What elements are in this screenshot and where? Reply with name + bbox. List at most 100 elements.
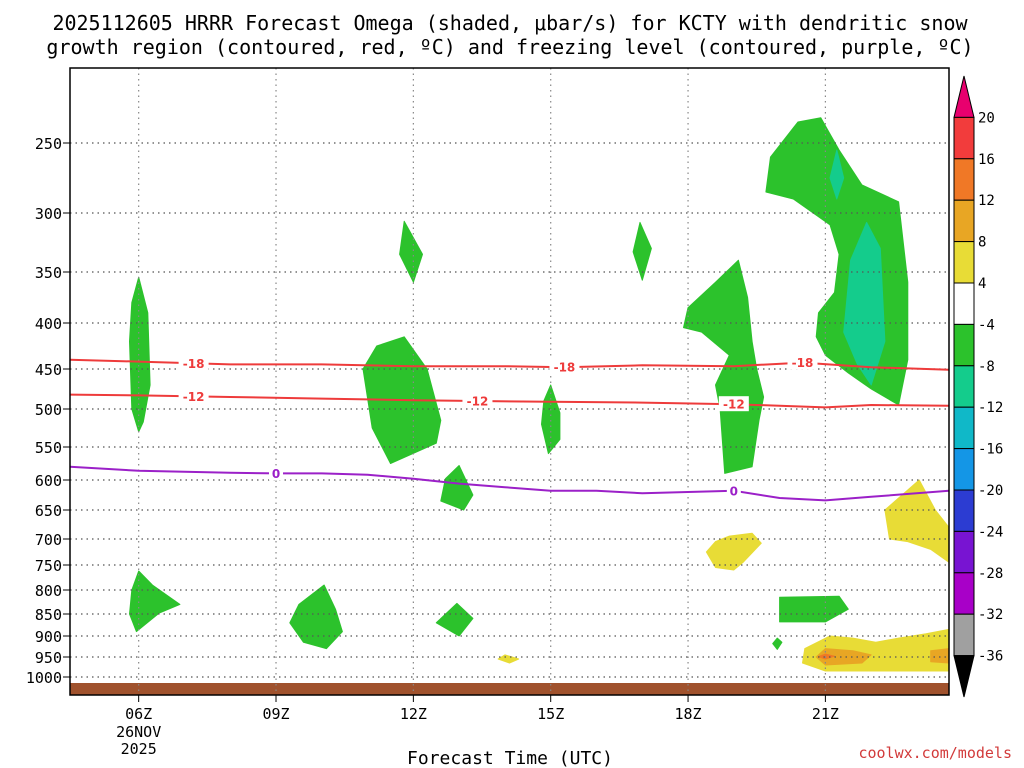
y-tick-label: 800: [35, 582, 62, 600]
contour-label: 0: [730, 484, 738, 498]
y-tick-label: 600: [35, 472, 62, 490]
y-tick-label: 750: [35, 557, 62, 575]
y-tick-label: 400: [35, 315, 62, 333]
x-tick-label: 15Z: [537, 705, 564, 723]
omega-region: [884, 479, 950, 563]
y-tick-label: 950: [35, 649, 62, 667]
contour-label-bg: [726, 482, 741, 498]
y-tick-label: 850: [35, 606, 62, 624]
terrain-layer: [70, 683, 949, 695]
omega-region: [829, 149, 845, 200]
omega-region: [440, 465, 474, 511]
colorbar-swatch: [953, 323, 975, 367]
colorbar-label: -12: [978, 400, 1003, 416]
contour-label: -12: [467, 395, 489, 409]
omega-region: [779, 595, 849, 623]
contour-label: -12: [723, 398, 745, 412]
colorbar-swatch: [953, 406, 975, 450]
colorbar-label: -32: [978, 607, 1003, 623]
colorbar-swatch: [953, 199, 975, 243]
colorbar-label: 4: [978, 276, 986, 292]
x-tick-sublabel-date: 26NOV: [116, 723, 161, 741]
y-tick-label: 250: [35, 135, 62, 153]
x-tick-sublabel-year: 2025: [121, 740, 157, 758]
omega-shading-layer: [129, 117, 950, 672]
omega-region: [930, 648, 950, 664]
colorbar-swatch: [953, 116, 975, 160]
omega-region: [399, 220, 423, 283]
contour-label-bg: [178, 355, 209, 371]
contour-line: [69, 393, 950, 409]
colorbar-swatch-bottom-arrow: [953, 655, 975, 698]
colorbar: 20 16 12 8 4 -4 -8 -12 -16 -20 -24 -28 -32 -36: [953, 75, 1003, 698]
colorbar-swatch: [953, 572, 975, 615]
x-axis-label: Forecast Time (UTC): [407, 748, 613, 768]
omega-region: [497, 654, 520, 664]
contour-label-bg: [718, 396, 749, 412]
y-tick-label: 650: [35, 502, 62, 520]
colorbar-label: -36: [978, 649, 1003, 665]
colorbar-label: 12: [978, 193, 995, 209]
colorbar-label: -8: [978, 359, 995, 375]
colorbar-swatch: [953, 613, 975, 657]
grid-layer: [70, 68, 949, 695]
contour-label: 0: [272, 467, 280, 481]
y-tick-label: 700: [35, 531, 62, 549]
omega-region: [129, 570, 181, 633]
omega-region: [289, 584, 343, 650]
y-tick-label: 500: [35, 401, 62, 419]
colorbar-label: -4: [978, 317, 995, 333]
contour-label-bg: [178, 388, 209, 404]
contour-label: -12: [183, 390, 205, 404]
colorbar-swatch: [953, 282, 975, 325]
x-tick-label: 12Z: [400, 705, 427, 723]
colorbar-swatch: [953, 530, 975, 574]
colorbar-swatch: [953, 365, 975, 408]
omega-region: [818, 653, 835, 660]
omega-region: [632, 221, 652, 281]
colorbar-label: -16: [978, 442, 1003, 458]
contour-label-bg: [269, 465, 284, 481]
colorbar-label: -24: [978, 524, 1003, 540]
colorbar-swatch: [953, 241, 975, 284]
colorbar-label: -20: [978, 483, 1003, 499]
contour-label-bg: [462, 393, 493, 408]
omega-region: [843, 221, 886, 386]
omega-region: [815, 648, 872, 666]
terrain-strip: [70, 683, 949, 695]
contour-label: -18: [554, 361, 576, 375]
contour-label: -18: [792, 356, 814, 370]
omega-region: [435, 602, 474, 637]
omega-region: [705, 532, 762, 571]
contour-label-bg: [549, 359, 580, 375]
x-tick-label: 06Z: [125, 705, 152, 723]
omega-region: [683, 259, 765, 474]
colorbar-swatch: [953, 489, 975, 532]
y-tick-label: 1000: [26, 669, 62, 687]
contour-line: [69, 465, 950, 502]
contour-label-bg: [787, 354, 818, 370]
colorbar-label: 20: [978, 110, 995, 126]
y-tick-label: 300: [35, 205, 62, 223]
credit-text: coolwx.com/models: [858, 744, 1012, 762]
x-tick-label: 18Z: [675, 705, 702, 723]
chart-title-line2: growth region (contoured, red, ºC) and f…: [46, 35, 973, 59]
y-axis-ticks: 250 300 350 400 450 500 550 600 650 700 750 800 850 9…: [26, 135, 70, 687]
chart-title-line1: 2025112605 HRRR Forecast Omega (shaded, …: [52, 11, 968, 35]
colorbar-label: 16: [978, 152, 995, 168]
x-tick-label: 21Z: [812, 705, 839, 723]
contour-label: -18: [183, 357, 205, 371]
contour-layer: -18 -18 -18 -12 -12 -12 0 0: [69, 354, 950, 502]
omega-region: [772, 637, 783, 650]
colorbar-swatch: [953, 448, 975, 491]
x-tick-label: 09Z: [262, 705, 289, 723]
plot-frame: [69, 67, 950, 696]
colorbar-label: -28: [978, 566, 1003, 582]
y-tick-label: 450: [35, 361, 62, 379]
y-tick-label: 350: [35, 264, 62, 282]
y-tick-label: 900: [35, 628, 62, 646]
colorbar-label: 8: [978, 235, 986, 251]
colorbar-swatch: [953, 158, 975, 201]
